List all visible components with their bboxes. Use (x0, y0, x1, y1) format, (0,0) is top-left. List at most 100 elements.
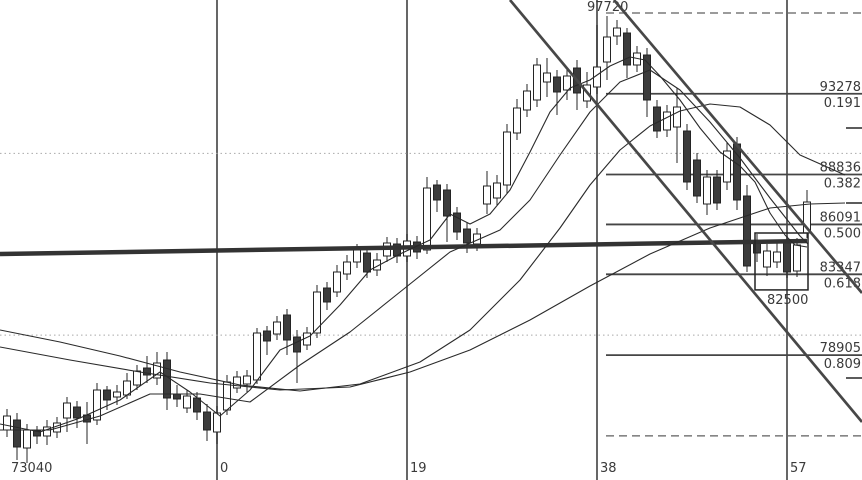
candle-body (43, 426, 51, 437)
candle-body (463, 228, 471, 244)
candle (513, 99, 521, 140)
candle (673, 88, 681, 163)
fib-ratio-label: 0.191 (824, 96, 861, 111)
candle-body (343, 261, 351, 275)
candle-body (523, 90, 531, 111)
channel-line-2[interactable] (612, 0, 862, 294)
candle (173, 385, 181, 407)
candle (643, 48, 651, 117)
fib-ratio-label: 0.382 (824, 177, 861, 192)
candle-body (73, 406, 81, 419)
candle (663, 105, 671, 137)
candle-body (503, 131, 511, 186)
candle-body (763, 250, 771, 268)
candle (503, 124, 511, 194)
candle-body (133, 370, 141, 386)
candle (623, 28, 631, 78)
x-axis-label: 19 (410, 461, 427, 476)
ma-slow-line (0, 103, 846, 392)
consolidation-box[interactable] (754, 232, 809, 291)
candle (263, 326, 271, 355)
candle (393, 238, 401, 263)
candle-body (553, 76, 561, 93)
candle-body (703, 176, 711, 205)
x-axis-label: 0 (220, 461, 228, 476)
candle (563, 68, 571, 100)
candle-body (563, 75, 571, 91)
candle (723, 142, 731, 190)
candle (653, 100, 661, 138)
chart-labels: 97720932780.191888360.382860910.50083347… (11, 0, 861, 476)
candle-body (243, 375, 251, 385)
candle (613, 20, 621, 45)
candle-body (103, 389, 111, 401)
candle-body (603, 36, 611, 63)
candle-body (453, 212, 461, 233)
fib-ratio-label: 0.809 (824, 357, 861, 372)
candle (153, 352, 161, 385)
candle-body (203, 411, 211, 431)
x-axis-label: 73040 (11, 461, 52, 476)
candle-body (423, 187, 431, 251)
candle-body (483, 185, 491, 205)
candle (443, 184, 451, 242)
candle-body (363, 252, 371, 273)
candle (493, 175, 501, 205)
candle (223, 375, 231, 415)
candle (603, 16, 611, 80)
candle (253, 328, 261, 384)
candle-body (543, 72, 551, 83)
x-axis-label: 57 (790, 461, 807, 476)
candle-body (683, 130, 691, 183)
box-price-label: 82500 (767, 293, 808, 308)
candle-body (433, 184, 441, 201)
candle (313, 285, 321, 338)
candle-body (63, 402, 71, 419)
candle (763, 244, 771, 276)
candle-body (153, 362, 161, 379)
candle-body (3, 415, 11, 431)
candle-body (623, 32, 631, 66)
candle-body (493, 182, 501, 199)
candle-body (263, 330, 271, 342)
candle-body (673, 106, 681, 128)
right-edge-ticks (846, 127, 862, 379)
candle-body (163, 359, 171, 399)
candle-body (173, 393, 181, 400)
candle-body (223, 381, 231, 411)
candle-body (533, 64, 541, 101)
candle (273, 316, 281, 340)
candle (703, 170, 711, 215)
candle (593, 25, 601, 94)
candle (453, 207, 461, 240)
candle (293, 330, 301, 383)
candle-body (183, 395, 191, 409)
ma-fast-line (0, 56, 808, 433)
candle-body (743, 195, 751, 267)
candle-body (443, 189, 451, 217)
fib-high-label: 97720 (587, 0, 628, 15)
candle-body (23, 429, 31, 449)
candle (243, 370, 251, 392)
candle-body (653, 106, 661, 132)
candle (523, 84, 531, 117)
candle-body (663, 111, 671, 131)
candle (773, 240, 781, 268)
candle (483, 171, 491, 214)
candle (163, 352, 171, 410)
candle-body (283, 314, 291, 341)
fib-price-label: 86091 (820, 210, 861, 225)
x-axis-label: 38 (600, 461, 617, 476)
candle (63, 397, 71, 432)
thick-level-line[interactable] (0, 238, 808, 257)
vertical-gridlines (216, 0, 788, 480)
candle (683, 124, 691, 190)
fib-price-label: 78905 (820, 341, 861, 356)
candle (533, 58, 541, 107)
channel-line-1[interactable] (508, 0, 862, 423)
candle-body (323, 287, 331, 303)
candle (713, 170, 721, 210)
candle (433, 180, 441, 212)
